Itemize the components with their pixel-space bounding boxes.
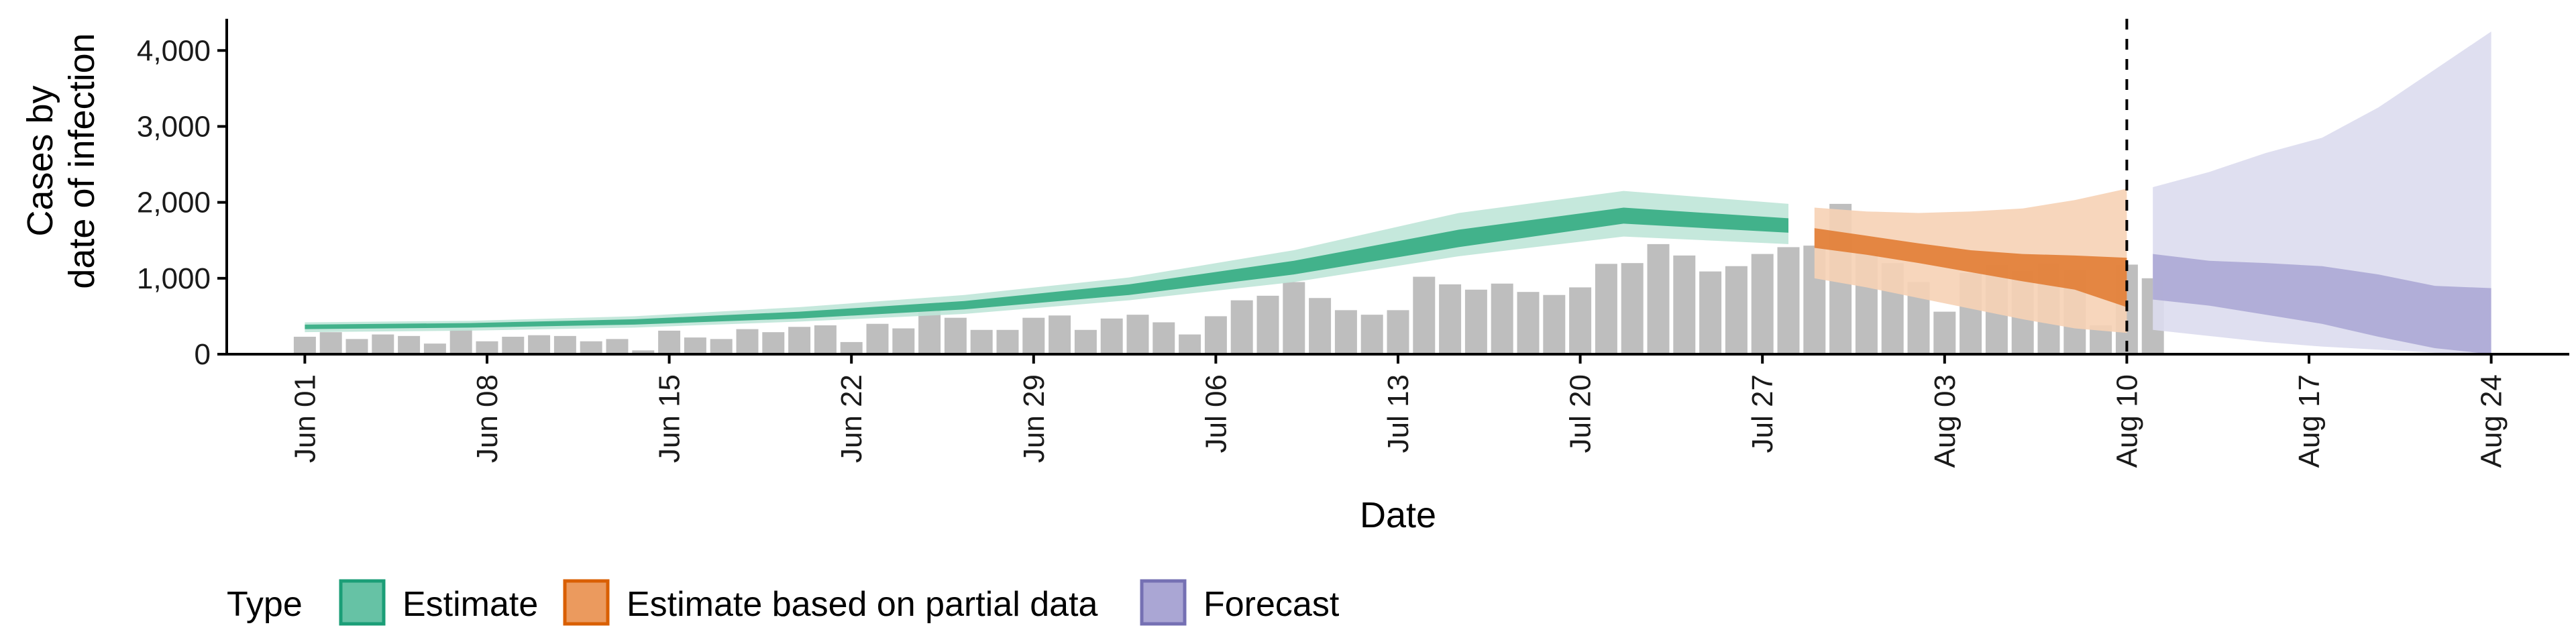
case-bar [1387, 310, 1409, 354]
case-bar [1491, 283, 1513, 354]
case-bar [580, 341, 602, 354]
axes: 0 1,000 2,000 3,000 4,000 Jun 01 Jun 08 Jun 15 J… [137, 19, 2569, 468]
case-bar [1621, 263, 1644, 354]
x-tick-label: Jul 13 [1382, 374, 1415, 453]
legend-key [563, 579, 610, 626]
case-bar [684, 337, 706, 354]
x-tick-label: Aug 10 [2110, 374, 2143, 468]
case-bar [1699, 271, 1722, 354]
y-tick-label: 4,000 [137, 34, 211, 67]
case-bar [1179, 334, 1201, 354]
legend: Type Estimate Estimate based on partial da… [227, 579, 1340, 626]
x-tick-label: Jun 08 [471, 374, 504, 463]
x-tick-label: Jun 22 [835, 374, 868, 463]
y-tick-label: 3,000 [137, 110, 211, 143]
forecast-inner-band [2153, 254, 2491, 354]
x-tick-label: Jul 27 [1746, 374, 1779, 453]
case-bar [449, 329, 472, 354]
case-bars [293, 203, 2164, 354]
case-bar [866, 323, 889, 354]
y-axis-label-line: Cases by [20, 85, 60, 236]
estimate-ribbons [305, 31, 2491, 355]
legend-title: Type [227, 585, 303, 624]
case-bar [1074, 329, 1097, 354]
case-bar [1126, 315, 1149, 354]
case-bar [1569, 287, 1592, 354]
case-bar [840, 341, 863, 354]
x-tick-label: Jul 06 [1199, 374, 1232, 453]
x-tick-label: Jun 15 [653, 374, 686, 463]
case-bar [1647, 244, 1670, 354]
estimate-inner-band [305, 207, 1789, 329]
case-bar [736, 329, 759, 354]
legend-key [1140, 579, 1187, 626]
case-bar [423, 343, 446, 354]
case-bar [918, 310, 941, 354]
legend-label: Forecast [1203, 585, 1340, 624]
case-bar [710, 339, 733, 354]
case-bar [1230, 300, 1253, 354]
case-bar [1673, 255, 1696, 354]
x-tick-label: Aug 17 [2293, 374, 2326, 468]
case-bar [1204, 316, 1227, 354]
case-bar [1334, 310, 1357, 354]
case-bar [762, 332, 785, 354]
case-bar [1360, 315, 1383, 354]
case-bar [996, 329, 1019, 354]
case-bar [788, 327, 811, 354]
case-bar [606, 339, 629, 354]
case-bar [1933, 311, 1956, 354]
case-bar [1283, 282, 1305, 354]
case-bar [502, 336, 525, 354]
x-axis-label: Date [1360, 495, 1436, 535]
case-bar [1725, 266, 1748, 354]
y-tick-label: 2,000 [137, 186, 211, 219]
case-bar [1543, 294, 1566, 354]
case-bar [372, 334, 394, 354]
case-bar [1256, 295, 1279, 354]
case-bar [658, 330, 681, 354]
case-bar [1439, 284, 1462, 354]
case-bar [1049, 315, 1071, 354]
x-tick-label: Jul 20 [1564, 374, 1597, 453]
case-bar [319, 332, 342, 354]
legend-label: Estimate based on partial data [627, 585, 1098, 624]
case-bar [345, 339, 368, 354]
case-bar [476, 341, 498, 354]
case-bar [1152, 322, 1175, 354]
case-bar [814, 325, 837, 354]
y-axis-label-line: date of infection [62, 33, 102, 288]
case-bar [1100, 318, 1123, 354]
case-bar [1413, 276, 1436, 354]
x-tick-label: Jun 29 [1018, 374, 1051, 463]
case-bar [1595, 264, 1617, 354]
case-bar [553, 335, 576, 354]
x-tick-label: Aug 24 [2475, 374, 2508, 468]
y-tick-label: 1,000 [137, 262, 211, 295]
x-tick-label: Jun 01 [288, 374, 321, 463]
legend-key [339, 579, 386, 626]
case-bar [1022, 317, 1045, 354]
case-bar [970, 329, 993, 354]
estimate-outer-band [305, 191, 1789, 333]
case-bar [528, 335, 551, 354]
case-bar [944, 317, 967, 354]
case-bar [293, 336, 316, 354]
legend-label: Estimate [402, 585, 538, 624]
x-tick-label: Aug 03 [1929, 374, 1962, 468]
case-bar [1751, 254, 1774, 354]
case-bar [1464, 289, 1487, 354]
case-bar [1309, 298, 1332, 354]
case-bar [632, 350, 655, 354]
y-axis-label: Cases by date of infection [20, 33, 102, 288]
estimate-based-on-partial-data-inner-band [1814, 228, 2127, 307]
case-bar [892, 328, 915, 354]
y-tick-label: 0 [195, 338, 211, 371]
case-bar [398, 335, 421, 354]
case-bar [1517, 292, 1540, 354]
case-bar [1777, 247, 1800, 354]
